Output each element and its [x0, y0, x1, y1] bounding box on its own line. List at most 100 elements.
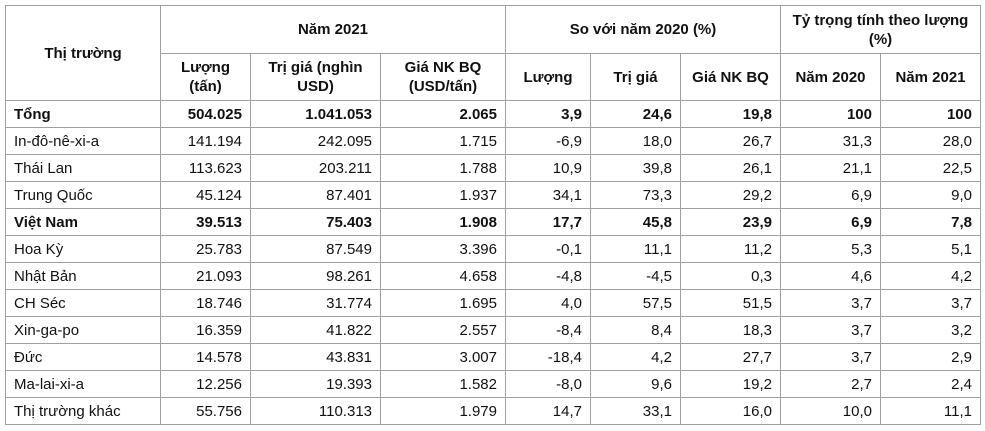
value-cell: 8,4 [590, 316, 681, 344]
value-cell: 3,7 [780, 316, 881, 344]
value-cell: 1.937 [380, 181, 506, 209]
value-cell: 2,7 [780, 370, 881, 398]
value-cell: 45,8 [590, 208, 681, 236]
value-cell: 1.582 [380, 370, 506, 398]
value-cell: 10,9 [505, 154, 591, 182]
value-cell: 51,5 [680, 289, 781, 317]
group-header: Tỷ trọng tính theo lượng (%) [780, 5, 981, 54]
market-cell: Thái Lan [5, 154, 161, 182]
value-cell: 141.194 [160, 127, 251, 155]
table-row: In-đô-nê-xi-a 141.194 242.095 1.715 -6,9 18,0… [5, 127, 981, 155]
value-cell: 11,2 [680, 235, 781, 263]
value-cell: 17,7 [505, 208, 591, 236]
value-cell: 10,0 [780, 397, 881, 425]
subheader: Năm 2020 [780, 53, 881, 101]
value-cell: 41.822 [250, 316, 381, 344]
market-cell: Thị trường khác [5, 397, 161, 425]
market-cell: Hoa Kỳ [5, 235, 161, 263]
value-cell: 28,0 [880, 127, 981, 155]
value-cell: 87.549 [250, 235, 381, 263]
value-cell: 3,7 [780, 343, 881, 371]
data-table: Thị trường Năm 2021 So với năm 2020 (%) … [5, 5, 981, 425]
value-cell: 4,6 [780, 262, 881, 290]
value-cell: 39.513 [160, 208, 251, 236]
value-cell: 31,3 [780, 127, 881, 155]
value-cell: 7,8 [880, 208, 981, 236]
value-cell: 203.211 [250, 154, 381, 182]
table-row: Đức 14.578 43.831 3.007 -18,4 4,2 27,7 3,7 2,9 [5, 343, 981, 371]
value-cell: -8,0 [505, 370, 591, 398]
value-cell: 1.908 [380, 208, 506, 236]
value-cell: 18,0 [590, 127, 681, 155]
market-cell: Đức [5, 343, 161, 371]
value-cell: 1.695 [380, 289, 506, 317]
value-cell: 24,6 [590, 100, 681, 128]
value-cell: -0,1 [505, 235, 591, 263]
value-cell: 87.401 [250, 181, 381, 209]
value-cell: 19,2 [680, 370, 781, 398]
market-cell: Trung Quốc [5, 181, 161, 209]
table-row: Tổng 504.025 1.041.053 2.065 3,9 24,6 19,8 100 1… [5, 100, 981, 128]
value-cell: 26,1 [680, 154, 781, 182]
value-cell: 0,3 [680, 262, 781, 290]
value-cell: 1.788 [380, 154, 506, 182]
subheader: Năm 2021 [880, 53, 981, 101]
value-cell: 504.025 [160, 100, 251, 128]
value-cell: 5,1 [880, 235, 981, 263]
market-cell: Ma-lai-xi-a [5, 370, 161, 398]
value-cell: 2,4 [880, 370, 981, 398]
value-cell: 57,5 [590, 289, 681, 317]
value-cell: 100 [880, 100, 981, 128]
subheader: Giá NK BQ [680, 53, 781, 101]
subheader: Giá NK BQ (USD/tấn) [380, 53, 506, 101]
value-cell: 14,7 [505, 397, 591, 425]
subheader: Lượng (tấn) [160, 53, 251, 101]
value-cell: 6,9 [780, 208, 881, 236]
value-cell: 2.065 [380, 100, 506, 128]
value-cell: 25.783 [160, 235, 251, 263]
value-cell: 6,9 [780, 181, 881, 209]
value-cell: -18,4 [505, 343, 591, 371]
table-row: Hoa Kỳ 25.783 87.549 3.396 -0,1 11,1 11,2 5,3 5,… [5, 235, 981, 263]
value-cell: 2.557 [380, 316, 506, 344]
value-cell: 23,9 [680, 208, 781, 236]
value-cell: 4,0 [505, 289, 591, 317]
value-cell: 19.393 [250, 370, 381, 398]
table-row: Trung Quốc 45.124 87.401 1.937 34,1 73,3 29,2 6… [5, 181, 981, 209]
value-cell: 110.313 [250, 397, 381, 425]
value-cell: 9,6 [590, 370, 681, 398]
value-cell: 1.979 [380, 397, 506, 425]
value-cell: 43.831 [250, 343, 381, 371]
market-cell: Nhật Bản [5, 262, 161, 290]
value-cell: 18,3 [680, 316, 781, 344]
value-cell: 100 [780, 100, 881, 128]
market-cell: Việt Nam [5, 208, 161, 236]
value-cell: 75.403 [250, 208, 381, 236]
value-cell: 21,1 [780, 154, 881, 182]
value-cell: 113.623 [160, 154, 251, 182]
value-cell: 33,1 [590, 397, 681, 425]
value-cell: 22,5 [880, 154, 981, 182]
table-header: Thị trường Năm 2021 So với năm 2020 (%) … [5, 5, 981, 101]
value-cell: 11,1 [590, 235, 681, 263]
header-row: Thị trường Năm 2021 So với năm 2020 (%) … [5, 5, 981, 101]
table-row: Xin-ga-po 16.359 41.822 2.557 -8,4 8,4 18,3 3,7… [5, 316, 981, 344]
market-cell: Tổng [5, 100, 161, 128]
value-cell: -6,9 [505, 127, 591, 155]
value-cell: 18.746 [160, 289, 251, 317]
value-cell: 19,8 [680, 100, 781, 128]
value-cell: 39,8 [590, 154, 681, 182]
table-row: CH Séc 18.746 31.774 1.695 4,0 57,5 51,5 3,7 3,7 [5, 289, 981, 317]
value-cell: 11,1 [880, 397, 981, 425]
subheader-row: Lượng (tấn) Trị giá (nghìn USD) Giá NK BQ … [6, 53, 981, 101]
group-header: Năm 2021 [160, 5, 506, 54]
table-row: Nhật Bản 21.093 98.261 4.658 -4,8 -4,5 0,3 4,6 4… [5, 262, 981, 290]
value-cell: 73,3 [590, 181, 681, 209]
value-cell: 26,7 [680, 127, 781, 155]
value-cell: 1.041.053 [250, 100, 381, 128]
subheader: Trị giá (nghìn USD) [250, 53, 381, 101]
value-cell: 4.658 [380, 262, 506, 290]
market-cell: Xin-ga-po [5, 316, 161, 344]
value-cell: 3,2 [880, 316, 981, 344]
